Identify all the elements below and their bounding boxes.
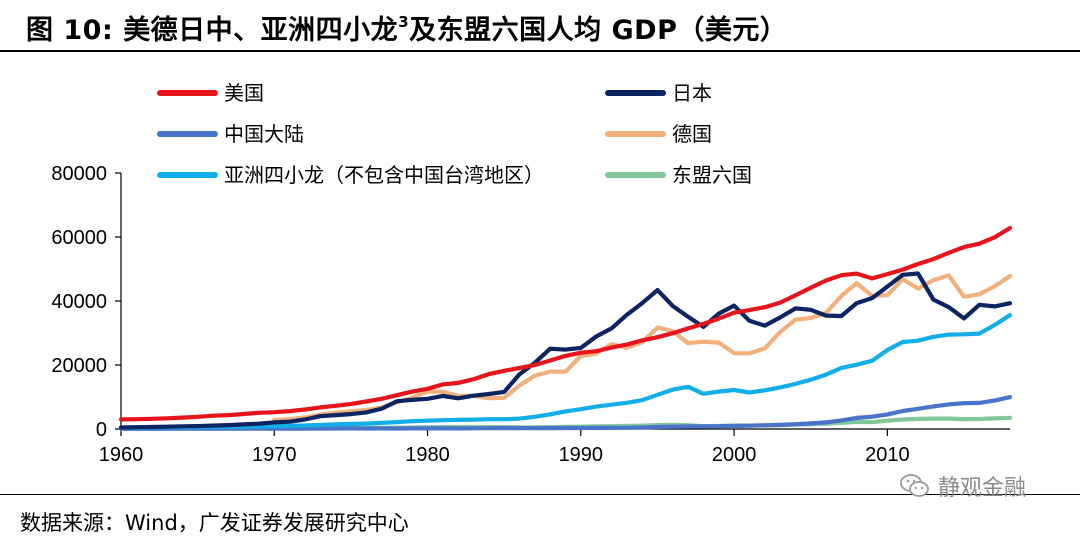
title-main: 美德日中、亚洲四小龙 [123,15,399,46]
x-tick-label: 2010 [865,444,910,466]
legend-label: 中国大陆 [224,122,304,146]
source-note: 数据来源：Wind，广发证券发展研究中心 [20,511,409,535]
y-tick-label: 40000 [51,291,107,313]
chart-lines [118,225,1013,431]
x-tick-label: 1990 [559,444,604,466]
legend-label: 德国 [672,122,712,146]
line-chart: 0 20000 40000 60000 80000 1960 1970 1980 1990 200… [51,81,1013,466]
legend-label: 日本 [672,81,712,105]
bottom-rule [0,494,1080,495]
x-tick-label: 1970 [252,444,297,466]
y-tick-label: 20000 [51,355,107,377]
figure-label: 图 10: [26,15,114,46]
y-tick-label: 0 [96,419,107,441]
watermark-text: 静观金融 [938,476,1027,501]
watermark: 静观金融 [900,470,1026,502]
top-rule [0,50,1080,52]
y-tick-label: 60000 [51,227,107,249]
title-footnote-marker: 3 [398,13,410,31]
series-line-4 [118,313,1013,430]
legend-label: 亚洲四小龙（不包含中国台湾地区） [224,163,544,187]
x-tick-label: 2000 [712,444,757,466]
y-tick-label: 80000 [51,163,107,185]
title-rest: 及东盟六国人均 GDP（美元） [409,15,788,46]
series-line-2 [118,395,1013,431]
figure-title: 图 10: 美德日中、亚洲四小龙3及东盟六国人均 GDP（美元） [26,8,787,47]
x-tick-label: 1980 [405,444,450,466]
series-line-1 [118,271,1013,430]
x-tick-label: 1960 [99,444,144,466]
wechat-icon [900,474,929,497]
legend-label: 东盟六国 [672,163,752,187]
legend-label: 美国 [224,81,264,105]
series-line-0 [118,225,1013,422]
